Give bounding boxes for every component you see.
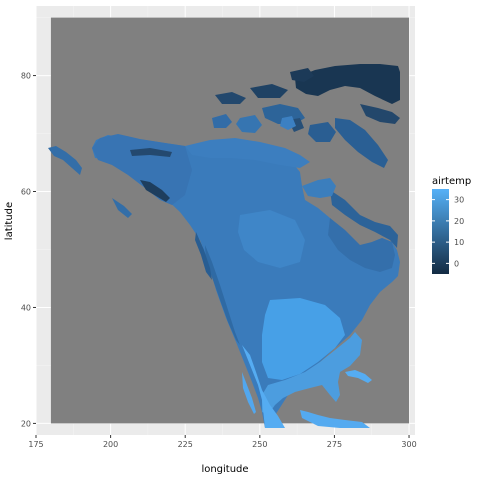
land-greenland — [295, 64, 400, 104]
land-arctic-island-6 — [250, 84, 288, 98]
land-hudson-west — [302, 178, 336, 198]
land-rockies — [205, 245, 240, 345]
land-mexico — [242, 345, 285, 428]
land-cells — [48, 64, 400, 428]
colorbar-label: 10 — [454, 238, 464, 247]
colorbar-ticks: 0 10 20 30 — [432, 196, 464, 268]
y-tick-label: 80 — [21, 72, 31, 81]
x-axis-title: longitude — [201, 464, 248, 475]
land-brooks-range — [130, 148, 172, 157]
land-baffin — [335, 118, 388, 168]
y-tick-label: 60 — [21, 188, 31, 197]
land-arctic-warm-spot — [280, 116, 296, 130]
colorbar-label: 0 — [454, 259, 459, 268]
x-tick-label: 225 — [178, 440, 193, 449]
land-central-us — [262, 298, 345, 380]
x-tick-label: 300 — [401, 440, 416, 449]
x-axis-tick-labels: 175 200 225 250 275 300 — [28, 440, 416, 449]
land-greenland-coast — [360, 104, 400, 124]
legend: airtemp 0 10 20 30 — [432, 176, 471, 274]
colorbar-label: 30 — [454, 196, 464, 205]
land-aleutians — [48, 146, 82, 175]
y-axis-ticks — [33, 75, 36, 424]
land-prairies — [238, 210, 305, 268]
x-axis-ticks — [35, 435, 410, 438]
land-ellesmere — [290, 68, 314, 82]
y-tick-label: 40 — [21, 303, 31, 312]
land-arctic-island-3 — [308, 122, 336, 142]
land-central-america — [300, 410, 370, 428]
y-tick-label: 20 — [21, 419, 31, 428]
x-tick-label: 175 — [28, 440, 43, 449]
land-alaska-range — [140, 180, 170, 202]
y-axis-title: latitude — [4, 202, 15, 240]
x-tick-label: 250 — [252, 440, 267, 449]
y-axis-tick-labels: 20 40 60 80 — [21, 72, 31, 429]
land-labrador — [330, 190, 398, 248]
land-arctic-island-4 — [212, 114, 232, 128]
land-northern-canada — [185, 138, 310, 168]
x-tick-label: 275 — [327, 440, 342, 449]
x-tick-label: 200 — [103, 440, 118, 449]
colorbar-label: 20 — [454, 217, 464, 226]
land-baja — [242, 372, 256, 414]
colorbar — [432, 189, 449, 274]
land-cascades — [195, 232, 212, 280]
land-aleutian-tail — [112, 198, 132, 218]
land-cuba — [345, 370, 372, 383]
land-arctic-island-2 — [236, 115, 262, 133]
land-southeast-us — [262, 332, 362, 415]
legend-title: airtemp — [432, 176, 471, 187]
land-eastern-canada — [328, 218, 395, 272]
land-arctic-island-5 — [215, 92, 246, 104]
